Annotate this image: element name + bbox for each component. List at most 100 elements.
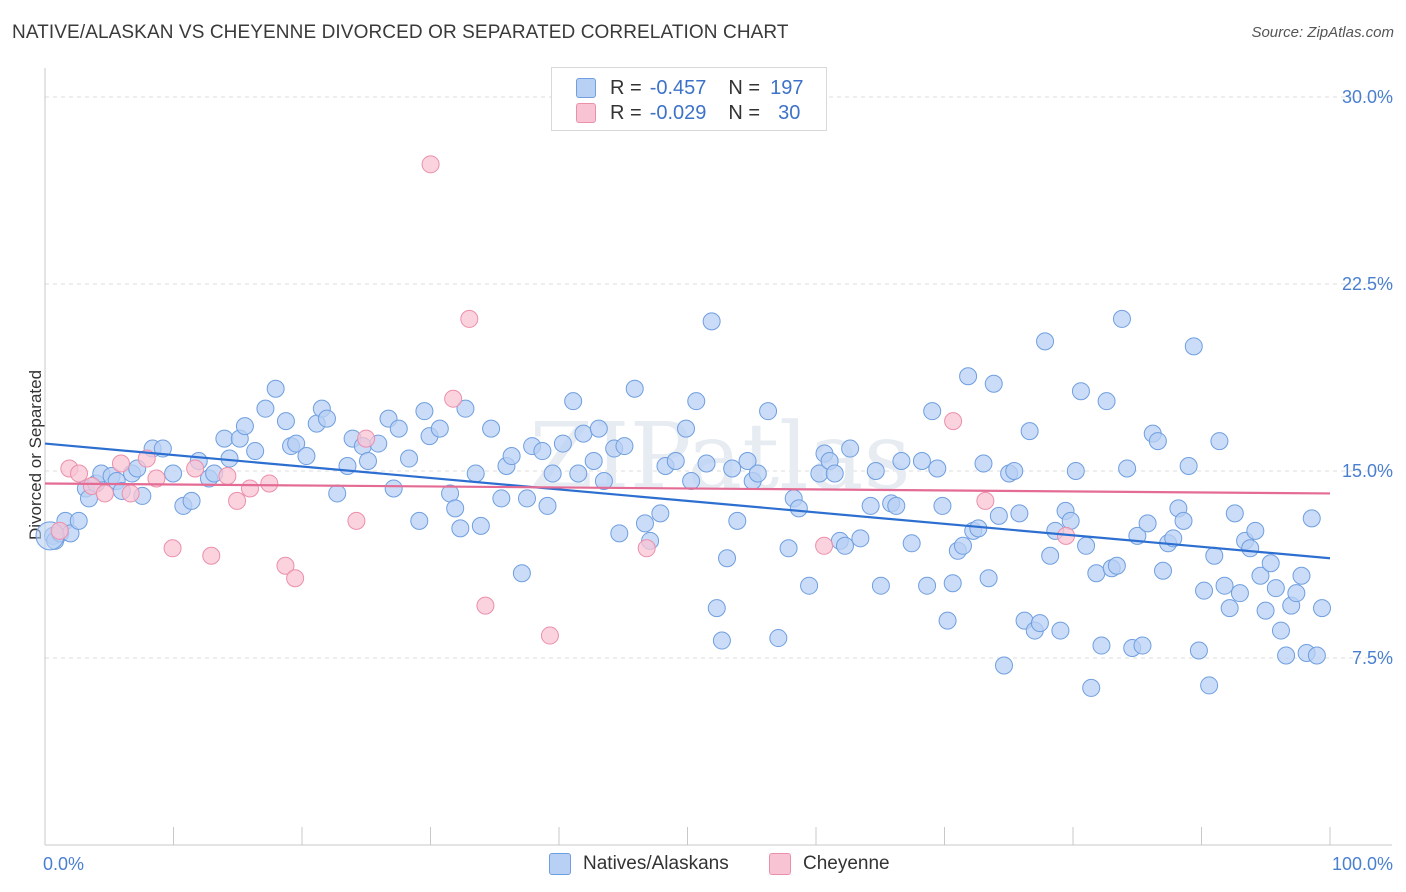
natives-point bbox=[1051, 621, 1070, 640]
natives-point bbox=[584, 452, 603, 471]
natives-point bbox=[974, 454, 993, 473]
natives-point bbox=[712, 631, 731, 650]
cheyenne-point bbox=[240, 479, 259, 498]
natives-point bbox=[574, 424, 593, 443]
cheyenne-point bbox=[944, 412, 963, 431]
cheyenne-point bbox=[70, 464, 89, 483]
r-label: R = bbox=[610, 76, 642, 99]
natives-point bbox=[1036, 332, 1055, 351]
natives-point bbox=[1061, 511, 1080, 530]
natives-point bbox=[543, 464, 562, 483]
natives-point bbox=[482, 419, 501, 438]
n-label: N = bbox=[728, 101, 761, 124]
x-tick-label: 100.0% bbox=[1332, 854, 1393, 874]
natives-point bbox=[415, 402, 434, 421]
natives-point bbox=[594, 471, 613, 490]
legend-item-natives[interactable]: Natives/Alaskans bbox=[549, 851, 729, 877]
cheyenne-point bbox=[260, 474, 279, 493]
natives-point bbox=[1138, 514, 1157, 533]
cheyenne-point bbox=[444, 389, 463, 408]
natives-point bbox=[1082, 678, 1101, 697]
cheyenne-point bbox=[421, 155, 440, 174]
natives-point bbox=[1220, 599, 1239, 618]
natives-point bbox=[1271, 621, 1290, 640]
natives-point bbox=[1313, 599, 1331, 618]
legend-item-cheyenne[interactable]: Cheyenne bbox=[769, 851, 890, 877]
natives-point bbox=[256, 399, 275, 418]
natives-point bbox=[1277, 646, 1296, 665]
natives-point bbox=[182, 491, 201, 510]
natives-point bbox=[69, 511, 88, 530]
natives-point bbox=[718, 549, 737, 568]
natives-point bbox=[677, 419, 695, 438]
natives-point bbox=[682, 471, 701, 490]
cheyenne-point bbox=[540, 626, 559, 645]
natives-point bbox=[1251, 566, 1270, 585]
natives-point bbox=[759, 402, 778, 421]
natives-point bbox=[1184, 337, 1203, 356]
natives-point bbox=[625, 379, 644, 398]
natives-point bbox=[748, 464, 767, 483]
cheyenne-point bbox=[50, 521, 69, 540]
natives-point bbox=[328, 484, 347, 503]
natives-point bbox=[1087, 564, 1106, 583]
cheyenne-point bbox=[815, 536, 834, 555]
cheyenne-point bbox=[147, 469, 166, 488]
natives-point bbox=[1246, 521, 1265, 540]
natives-point bbox=[1133, 636, 1152, 655]
natives-point bbox=[918, 576, 937, 595]
cheyenne-point bbox=[202, 546, 221, 565]
natives-point bbox=[1261, 554, 1280, 573]
natives-point bbox=[276, 412, 295, 431]
cheyenne-point bbox=[357, 429, 376, 448]
natives-point bbox=[1225, 504, 1244, 523]
y-tick-label: 22.5% bbox=[1342, 274, 1393, 294]
natives-legend-swatch-icon bbox=[549, 853, 571, 875]
natives-point bbox=[1107, 556, 1126, 575]
natives-point bbox=[317, 409, 336, 428]
n-label: N = bbox=[728, 76, 761, 99]
natives-point bbox=[456, 399, 475, 418]
natives-point bbox=[1097, 392, 1116, 411]
natives-point bbox=[430, 419, 449, 438]
natives-trend-line bbox=[44, 442, 1331, 560]
natives-point bbox=[1200, 676, 1219, 695]
natives-point bbox=[887, 496, 906, 515]
natives-point bbox=[928, 459, 947, 478]
natives-point bbox=[1179, 457, 1198, 476]
natives-point bbox=[1077, 536, 1096, 555]
natives-point bbox=[246, 442, 265, 461]
natives-point bbox=[451, 519, 470, 538]
cheyenne-point bbox=[228, 491, 247, 510]
cheyenne-point bbox=[637, 539, 656, 558]
natives-point bbox=[287, 434, 306, 453]
cheyenne-swatch-icon bbox=[576, 103, 596, 123]
natives-point bbox=[902, 534, 921, 553]
natives-point bbox=[851, 529, 870, 548]
natives-point bbox=[871, 576, 890, 595]
y-tick-labels: 7.5% 15.0% 22.5% 30.0% bbox=[1342, 87, 1393, 668]
cheyenne-point bbox=[286, 569, 305, 588]
cheyenne-point bbox=[121, 484, 140, 503]
natives-point bbox=[466, 464, 485, 483]
natives-point bbox=[1164, 529, 1183, 548]
natives-point bbox=[1154, 561, 1172, 580]
natives-point bbox=[492, 489, 511, 508]
natives-point bbox=[164, 464, 183, 483]
natives-point bbox=[984, 374, 1003, 393]
cheyenne-point bbox=[976, 491, 995, 510]
y-tick-label: 15.0% bbox=[1342, 461, 1393, 481]
natives-point bbox=[1241, 539, 1260, 558]
r-value: -0.457 bbox=[649, 76, 707, 99]
natives-point bbox=[1030, 614, 1049, 633]
natives-point bbox=[779, 539, 798, 558]
series-cheyenne-points bbox=[50, 155, 1075, 645]
natives-point bbox=[1307, 646, 1326, 665]
natives-point bbox=[841, 439, 860, 458]
natives-point bbox=[938, 611, 957, 630]
natives-point bbox=[1112, 309, 1131, 328]
natives-point bbox=[297, 447, 316, 466]
n-value: 30 bbox=[778, 101, 801, 124]
r-value: -0.029 bbox=[649, 101, 707, 124]
